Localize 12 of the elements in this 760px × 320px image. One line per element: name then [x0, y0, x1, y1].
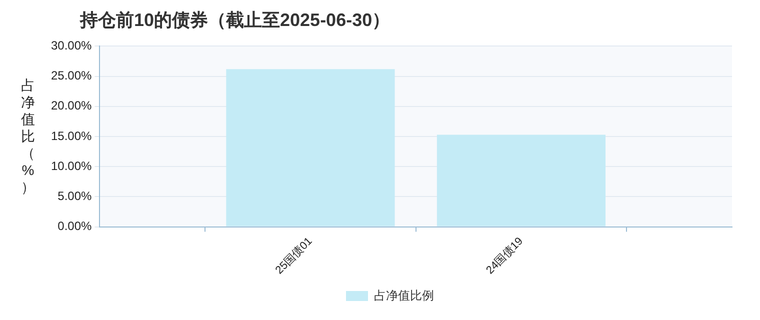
y-tick-label: 0.00%	[58, 219, 92, 234]
y-tick-label: 20.00%	[50, 98, 92, 113]
y-tick-label: 5.00%	[58, 189, 92, 204]
chart-title: 持仓前10的债券（截止至2025-06-30）	[78, 9, 392, 32]
y-tick-label: 15.00%	[50, 128, 92, 143]
x-tick-label: 24国债19	[484, 235, 526, 277]
y-tick-label: 30.00%	[50, 38, 92, 53]
y-tick-label: 10.00%	[50, 158, 92, 173]
y-tick-label: 25.00%	[50, 68, 92, 83]
x-tick-label: 25国债01	[273, 235, 315, 277]
y-axis-title: 占净值比（%）	[21, 76, 35, 196]
legend-label: 占净值比例	[374, 288, 434, 302]
